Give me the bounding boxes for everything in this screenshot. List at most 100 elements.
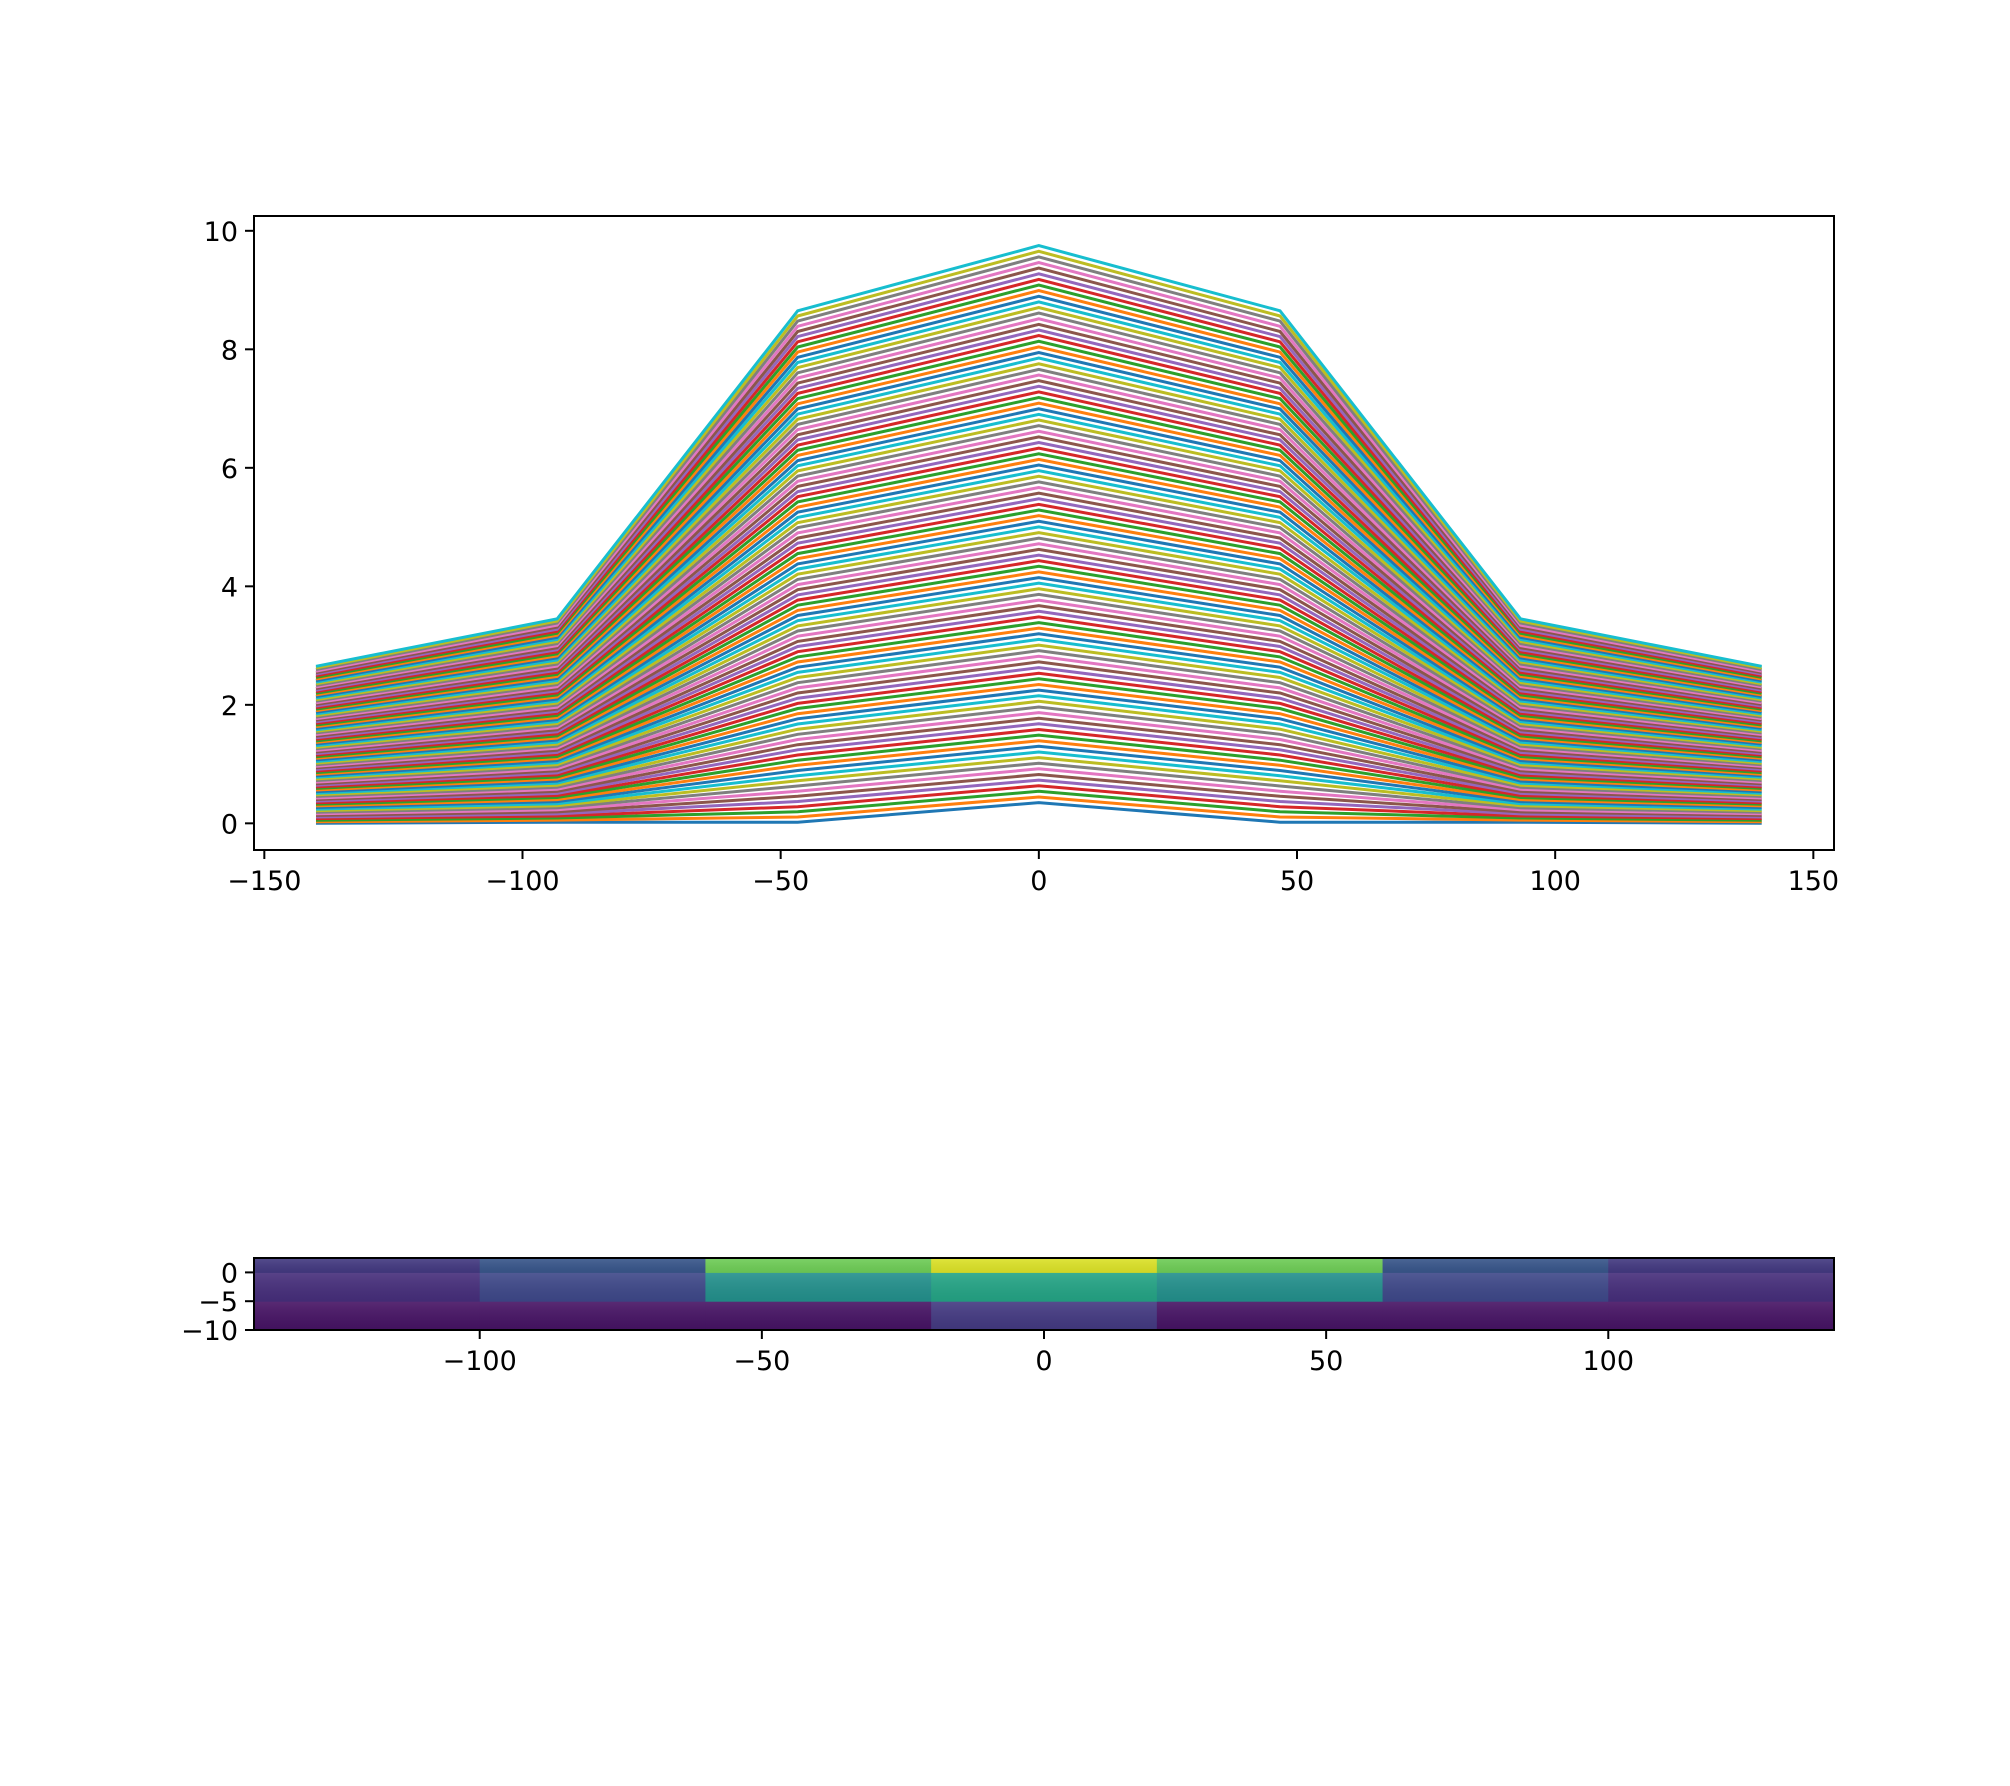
line-series bbox=[315, 733, 1762, 806]
line-series bbox=[315, 373, 1762, 705]
line-series bbox=[315, 789, 1762, 822]
line-series bbox=[315, 497, 1762, 740]
line-series bbox=[315, 356, 1762, 700]
line-series bbox=[315, 727, 1762, 805]
heatmap-cell-shade bbox=[254, 1301, 481, 1331]
line-series bbox=[315, 637, 1762, 779]
y-tick-label: 8 bbox=[221, 335, 238, 366]
line-series bbox=[315, 716, 1762, 801]
y-tick-label: 4 bbox=[221, 572, 238, 603]
line-series bbox=[315, 407, 1762, 714]
line-series bbox=[315, 401, 1762, 713]
x-tick-label: 50 bbox=[1280, 866, 1314, 897]
line-series bbox=[315, 598, 1762, 768]
y-tick-label: 0 bbox=[221, 1258, 238, 1289]
x-tick-label: −100 bbox=[485, 866, 559, 897]
line-series bbox=[315, 305, 1762, 686]
line-series bbox=[315, 485, 1762, 736]
heatmap-cell-shade bbox=[1156, 1258, 1384, 1273]
line-series bbox=[315, 750, 1762, 811]
line-series bbox=[315, 508, 1762, 743]
line-series bbox=[315, 435, 1762, 722]
heatmap-cell-shade bbox=[479, 1301, 706, 1331]
line-series bbox=[315, 418, 1762, 717]
line-series bbox=[315, 519, 1762, 746]
line-series bbox=[315, 649, 1762, 782]
line-series bbox=[315, 480, 1762, 735]
line-series bbox=[315, 671, 1762, 789]
heatmap-cell-shade bbox=[254, 1272, 481, 1302]
line-series bbox=[315, 491, 1762, 738]
heatmap-cell-shade bbox=[1608, 1301, 1835, 1331]
line-series-group bbox=[315, 244, 1762, 825]
x-tick-label: 150 bbox=[1788, 866, 1840, 897]
line-series bbox=[315, 277, 1762, 678]
y-tick-label: −5 bbox=[198, 1287, 238, 1318]
line-series bbox=[315, 682, 1762, 792]
line-series bbox=[315, 474, 1762, 733]
line-series bbox=[315, 576, 1762, 762]
line-plot-x-axis: −150 −100 −50 0 50 100 150 bbox=[227, 850, 1839, 897]
line-series bbox=[315, 559, 1762, 757]
heatmap-cell-shade bbox=[931, 1258, 1158, 1273]
line-series bbox=[315, 260, 1762, 673]
x-tick-label: 100 bbox=[1583, 1346, 1635, 1377]
line-series bbox=[315, 412, 1762, 716]
line-series bbox=[315, 761, 1762, 814]
line-series bbox=[315, 643, 1762, 781]
line-series bbox=[315, 350, 1762, 698]
line-series bbox=[315, 547, 1762, 754]
line-series bbox=[315, 452, 1762, 727]
line-series bbox=[315, 289, 1762, 681]
line-series bbox=[315, 626, 1762, 776]
line-series bbox=[315, 502, 1762, 741]
line-series bbox=[315, 581, 1762, 763]
line-series bbox=[315, 328, 1762, 692]
line-series bbox=[315, 384, 1762, 708]
line-series bbox=[315, 654, 1762, 784]
line-series bbox=[315, 767, 1762, 816]
line-series bbox=[315, 345, 1762, 697]
line-plot-y-axis: 0 2 4 6 8 10 bbox=[204, 217, 254, 840]
line-series bbox=[315, 553, 1762, 756]
line-series bbox=[315, 536, 1762, 751]
line-series bbox=[315, 756, 1762, 813]
line-series bbox=[315, 311, 1762, 687]
line-series bbox=[315, 604, 1762, 770]
line-series bbox=[315, 446, 1762, 725]
line-series bbox=[315, 390, 1762, 710]
line-series bbox=[315, 677, 1762, 790]
line-plot-frame bbox=[253, 215, 1835, 851]
line-series bbox=[315, 744, 1762, 809]
x-tick-label: −50 bbox=[752, 866, 809, 897]
line-series bbox=[315, 801, 1762, 825]
x-tick-label: 0 bbox=[1030, 866, 1047, 897]
line-series bbox=[315, 564, 1762, 759]
y-tick-label: 6 bbox=[221, 454, 238, 485]
line-series bbox=[315, 772, 1762, 817]
line-series bbox=[315, 244, 1762, 668]
line-series bbox=[315, 362, 1762, 702]
line-series bbox=[315, 615, 1762, 773]
line-series bbox=[315, 424, 1762, 719]
line-series bbox=[315, 514, 1762, 744]
line-series bbox=[315, 660, 1762, 786]
line-series bbox=[315, 272, 1762, 676]
line-series bbox=[315, 699, 1762, 797]
line-series bbox=[315, 322, 1762, 690]
heatmap-y-axis: 0−5−10 bbox=[181, 1258, 254, 1347]
x-tick-label: −100 bbox=[443, 1346, 517, 1377]
line-series bbox=[315, 592, 1762, 767]
line-series bbox=[315, 395, 1762, 711]
y-tick-label: 0 bbox=[221, 809, 238, 840]
heatmap-cell-shade bbox=[1156, 1272, 1384, 1302]
line-series bbox=[315, 784, 1762, 821]
line-series bbox=[315, 722, 1762, 803]
line-series bbox=[315, 694, 1762, 795]
line-series bbox=[315, 531, 1762, 749]
line-series bbox=[315, 429, 1762, 721]
line-series bbox=[315, 463, 1762, 730]
heatmap-cell-shade bbox=[705, 1272, 932, 1302]
line-series bbox=[315, 587, 1762, 765]
